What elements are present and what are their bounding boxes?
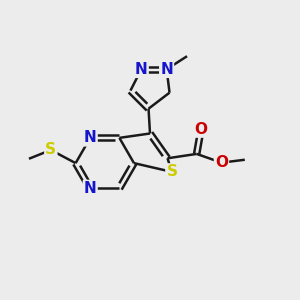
Text: N: N [160, 62, 173, 77]
Text: N: N [135, 62, 148, 77]
Text: O: O [215, 155, 228, 170]
Text: O: O [194, 122, 208, 136]
Text: S: S [45, 142, 56, 158]
Text: N: N [84, 130, 97, 146]
Text: S: S [167, 164, 177, 179]
Text: N: N [84, 181, 97, 196]
